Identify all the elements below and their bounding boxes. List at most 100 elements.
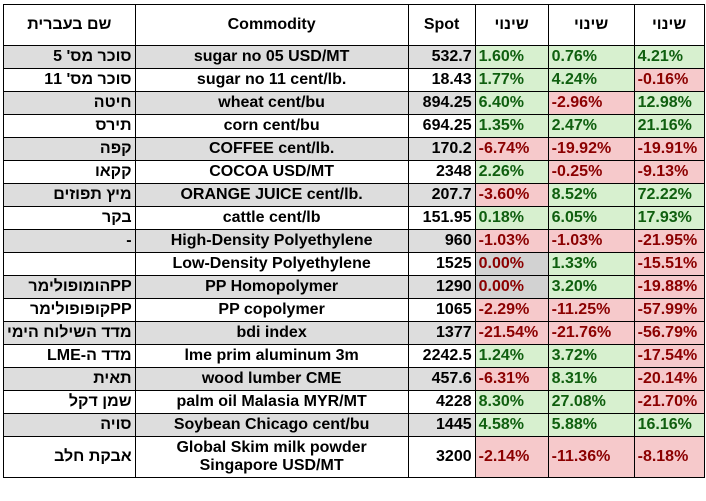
spot-cell: 207.7: [407, 183, 476, 207]
spot-cell: 1290: [407, 275, 476, 299]
change-1-cell: -3.60%: [474, 183, 549, 207]
commodity-cell: sugar no 05 USD/MT: [134, 45, 409, 69]
change-3-cell: 72.22%: [633, 183, 705, 207]
change-1-cell: -21.54%: [474, 321, 549, 345]
table-row: - High-Density Polyethylene 960 -1.03% -1.03…: [3, 229, 705, 253]
change-1-cell: 1.35%: [474, 114, 549, 138]
spot-cell: 18.43: [407, 68, 476, 92]
change-2-cell: -21.76%: [547, 321, 635, 345]
change-3-cell: -57.99%: [633, 298, 705, 322]
change-2-cell: 2.47%: [547, 114, 635, 138]
commodity-cell: cattle cent/lb: [134, 206, 409, 230]
change-1-cell: -2.14%: [474, 436, 549, 478]
table-row: תירס corn cent/bu 694.25 1.35% 2.47% 21.16%: [3, 114, 705, 138]
commodity-cell: corn cent/bu: [134, 114, 409, 138]
change-2-cell: -19.92%: [547, 137, 635, 161]
table-body: סוכר מס' 5 sugar no 05 USD/MT 532.7 1.60% 0.…: [3, 45, 705, 478]
change-3-cell: -15.51%: [633, 252, 705, 276]
commodity-cell: Low-Density Polyethylene: [134, 252, 409, 276]
hebrew-name-cell: PPקופופולימר: [3, 298, 136, 322]
commodity-cell: wheat cent/bu: [134, 91, 409, 115]
change-1-cell: 1.77%: [474, 68, 549, 92]
spot-cell: 151.95: [407, 206, 476, 230]
change-2-cell: 3.72%: [547, 344, 635, 368]
hebrew-name-cell: שמן דקל: [3, 390, 136, 414]
hebrew-name-cell: בקר: [3, 206, 136, 230]
change-2-cell: 4.24%: [547, 68, 635, 92]
spot-cell: 1065: [407, 298, 476, 322]
change-2-cell: 6.05%: [547, 206, 635, 230]
change-3-cell: 16.16%: [633, 413, 705, 437]
change-2-cell: 27.08%: [547, 390, 635, 414]
table-row: אבקת חלב Global Skim milk powder Singapor…: [3, 436, 705, 478]
hebrew-name-cell: מיץ תפוזים: [3, 183, 136, 207]
change-3-cell: 12.98%: [633, 91, 705, 115]
change-1-cell: 1.60%: [474, 45, 549, 69]
change-2-cell: 3.20%: [547, 275, 635, 299]
change-2-cell: 0.76%: [547, 45, 635, 69]
hebrew-name-cell: חיטה: [3, 91, 136, 115]
table-row: מדד ה-LME lme prim aluminum 3m 2242.5 1.24%…: [3, 344, 705, 368]
change-3-cell: -21.70%: [633, 390, 705, 414]
hebrew-name-cell: סוכר מס' 11: [3, 68, 136, 92]
change-3-cell: -20.14%: [633, 367, 705, 391]
change-2-cell: -11.36%: [547, 436, 635, 478]
table-row: PPהומופולימר PP Homopolymer 1290 0.00% 3.20%…: [3, 275, 705, 299]
header-change-2: שינוי: [547, 4, 635, 46]
table-row: מיץ תפוזים ORANGE JUICE cent/lb. 207.7 -3.6…: [3, 183, 705, 207]
table-row: קפה COFFEE cent/lb. 170.2 -6.74% -19.92% -19.…: [3, 137, 705, 161]
change-3-cell: -9.13%: [633, 160, 705, 184]
change-1-cell: 0.00%: [474, 252, 549, 276]
hebrew-name-cell: תירס: [3, 114, 136, 138]
spot-cell: 2348: [407, 160, 476, 184]
hebrew-name-cell: סוכר מס' 5: [3, 45, 136, 69]
change-1-cell: 1.24%: [474, 344, 549, 368]
hebrew-name-cell: מדד השילוח הימי: [3, 321, 136, 345]
hebrew-name-cell: אבקת חלב: [3, 436, 136, 478]
commodity-cell: PP Homopolymer: [134, 275, 409, 299]
change-3-cell: -19.88%: [633, 275, 705, 299]
hebrew-name-cell: [3, 252, 136, 276]
commodity-cell: High-Density Polyethylene: [134, 229, 409, 253]
spot-cell: 2242.5: [407, 344, 476, 368]
commodity-cell: wood lumber CME: [134, 367, 409, 391]
header-change-3: שינוי: [633, 4, 705, 46]
change-3-cell: 17.93%: [633, 206, 705, 230]
commodity-cell: lme prim aluminum 3m: [134, 344, 409, 368]
commodity-table-container: שם בעברית Commodity Spot שינוי שינוי שינ…: [3, 4, 705, 478]
spot-cell: 457.6: [407, 367, 476, 391]
change-1-cell: 6.40%: [474, 91, 549, 115]
spot-cell: 3200: [407, 436, 476, 478]
table-row: סויה Soybean Chicago cent/bu 1445 4.58% 5.88…: [3, 413, 705, 437]
commodity-cell: Global Skim milk powder Singapore USD/MT: [134, 436, 409, 478]
change-2-cell: 8.52%: [547, 183, 635, 207]
commodity-table: שם בעברית Commodity Spot שינוי שינוי שינ…: [3, 4, 705, 478]
hebrew-name-cell: קקאו: [3, 160, 136, 184]
spot-cell: 1525: [407, 252, 476, 276]
change-2-cell: -2.96%: [547, 91, 635, 115]
commodity-cell: COFFEE cent/lb.: [134, 137, 409, 161]
change-3-cell: 4.21%: [633, 45, 705, 69]
hebrew-name-cell: PPהומופולימר: [3, 275, 136, 299]
change-1-cell: -1.03%: [474, 229, 549, 253]
change-3-cell: -8.18%: [633, 436, 705, 478]
hebrew-name-cell: קפה: [3, 137, 136, 161]
spot-cell: 1377: [407, 321, 476, 345]
commodity-cell: sugar no 11 cent/lb.: [134, 68, 409, 92]
change-1-cell: -6.31%: [474, 367, 549, 391]
spot-cell: 1445: [407, 413, 476, 437]
hebrew-name-cell: -: [3, 229, 136, 253]
change-1-cell: -6.74%: [474, 137, 549, 161]
change-1-cell: 0.00%: [474, 275, 549, 299]
spot-cell: 170.2: [407, 137, 476, 161]
table-row: שמן דקל palm oil Malasia MYR/MT 4228 8.30% 2…: [3, 390, 705, 414]
change-2-cell: 8.31%: [547, 367, 635, 391]
change-1-cell: 8.30%: [474, 390, 549, 414]
table-row: Low-Density Polyethylene 1525 0.00% 1.33% -1…: [3, 252, 705, 276]
change-3-cell: -0.16%: [633, 68, 705, 92]
table-row: PPקופופולימר PP copolymer 1065 -2.29% -11.25…: [3, 298, 705, 322]
change-2-cell: -1.03%: [547, 229, 635, 253]
spot-cell: 960: [407, 229, 476, 253]
table-row: סוכר מס' 11 sugar no 11 cent/lb. 18.43 1.77…: [3, 68, 705, 92]
change-3-cell: -17.54%: [633, 344, 705, 368]
